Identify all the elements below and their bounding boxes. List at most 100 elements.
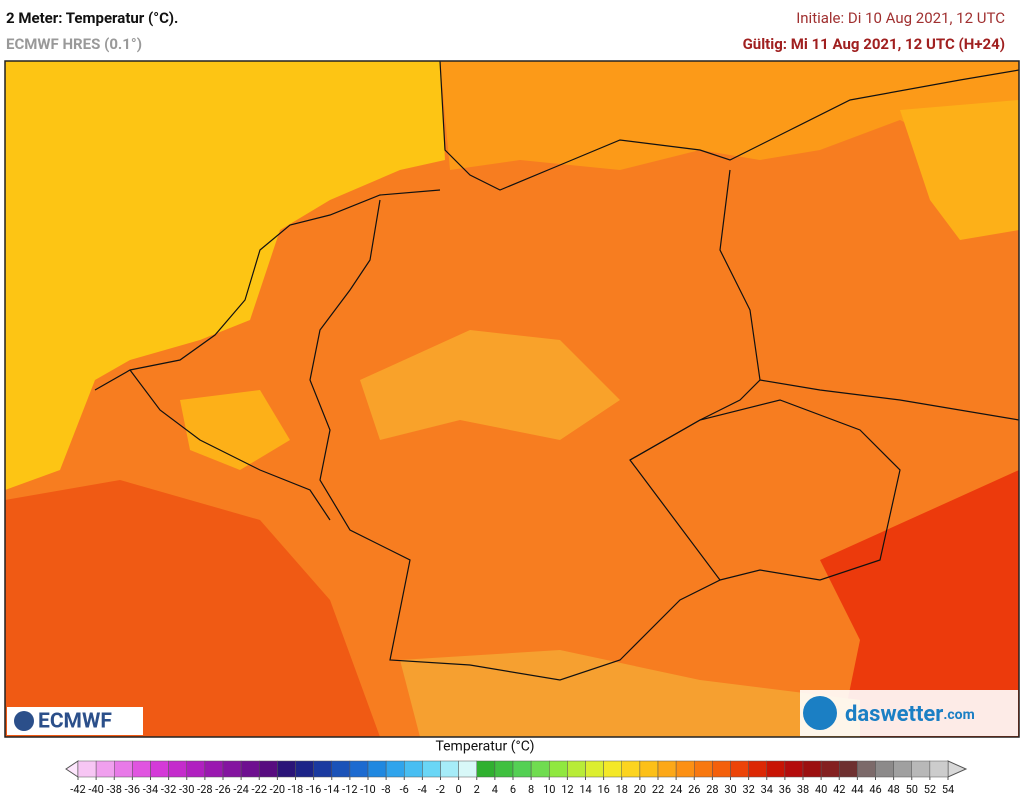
legend-swatch bbox=[259, 760, 278, 778]
legend-tick-label: 46 bbox=[869, 783, 881, 796]
ecmwf-logo: ECMWF bbox=[7, 707, 143, 735]
legend-tick-label: -10 bbox=[360, 783, 375, 796]
legend-swatch bbox=[476, 760, 496, 778]
legend-swatch bbox=[784, 760, 804, 778]
init-time: Initiale: Di 10 Aug 2021, 12 UTC bbox=[796, 9, 1005, 27]
colorbar: -42 -40 -38 -36 -34 -32 -30 -28 -26 -24 -22 -20 -18-… bbox=[65, 760, 968, 796]
legend-swatch bbox=[657, 760, 677, 778]
logo-text: daswetter.com bbox=[845, 702, 975, 727]
legend-tick-label: 32 bbox=[742, 783, 754, 796]
legend-swatch bbox=[313, 760, 332, 778]
legend-swatch bbox=[585, 760, 604, 778]
borders bbox=[94, 60, 1020, 681]
legend-tick-label: 8 bbox=[528, 783, 534, 796]
legend-tick-label: -8 bbox=[382, 783, 391, 796]
legend-swatch bbox=[512, 760, 532, 778]
legend-tick-label: 40 bbox=[815, 783, 827, 796]
legend-tick-label: -16 bbox=[306, 783, 321, 796]
legend-swatch bbox=[712, 760, 731, 778]
north-warm bbox=[440, 61, 1019, 170]
legend-swatch bbox=[404, 760, 423, 778]
logo-name: daswetter bbox=[845, 702, 943, 727]
legend-tick-label: 52 bbox=[924, 783, 936, 796]
legend-tick-label: 34 bbox=[761, 783, 773, 796]
uplands bbox=[360, 330, 620, 440]
legend-tick-label: 20 bbox=[634, 783, 646, 796]
legend-tick-label: -28 bbox=[197, 783, 212, 796]
legend-tick-label: 2 bbox=[474, 783, 480, 796]
legend-swatch bbox=[222, 760, 242, 778]
map-frame bbox=[4, 60, 1020, 738]
logo-suffix: .com bbox=[943, 707, 974, 723]
valid-time: Gültig: Mi 11 Aug 2021, 12 UTC (H+24) bbox=[742, 35, 1005, 53]
legend-tick-label: -12 bbox=[342, 783, 357, 796]
legend-swatch bbox=[367, 760, 387, 778]
legend-arrow-low bbox=[65, 760, 79, 778]
legend-swatch bbox=[458, 760, 477, 778]
legend-tick-label: 18 bbox=[616, 783, 628, 796]
east-south bbox=[820, 470, 1019, 737]
legend-tick-label: 28 bbox=[706, 783, 718, 796]
legend-swatch bbox=[530, 760, 550, 778]
legend-tick-label: -32 bbox=[161, 783, 176, 796]
legend-tick-label: 48 bbox=[887, 783, 899, 796]
map bbox=[4, 60, 1020, 738]
model-name: ECMWF HRES (0.1°) bbox=[6, 35, 142, 53]
legend-swatch bbox=[204, 760, 224, 778]
legend-swatch bbox=[911, 760, 931, 778]
legend-tick-label: -34 bbox=[143, 783, 158, 796]
legend-swatch bbox=[494, 760, 514, 778]
legend-swatch bbox=[349, 760, 369, 778]
legend-arrow-high bbox=[947, 760, 968, 778]
legend-tick-label: 42 bbox=[833, 783, 845, 796]
legend-swatch bbox=[114, 760, 133, 778]
legend-tick-label: -14 bbox=[324, 783, 339, 796]
legend-swatch bbox=[766, 760, 786, 778]
legend-swatch bbox=[857, 760, 876, 778]
legend-tick-label: -2 bbox=[436, 783, 445, 796]
legend-tick-label: 24 bbox=[670, 783, 682, 796]
logo-icon bbox=[803, 696, 837, 730]
legend-swatch bbox=[621, 760, 641, 778]
legend-tick-label: -40 bbox=[88, 783, 103, 796]
legend-swatch bbox=[440, 760, 459, 778]
legend-tick-label: 38 bbox=[797, 783, 809, 796]
legend-tick-label: 50 bbox=[906, 783, 918, 796]
legend-tick-label: 12 bbox=[561, 783, 573, 796]
belgium-yellow bbox=[180, 390, 290, 470]
legend-title: Temperatur (°C) bbox=[435, 739, 534, 755]
legend-swatch bbox=[639, 760, 659, 778]
legend-tick-label: 54 bbox=[942, 783, 954, 796]
alps bbox=[400, 650, 860, 737]
baltic-yellow bbox=[900, 100, 1019, 240]
legend-tick-label: 16 bbox=[597, 783, 609, 796]
legend-tick-label: 36 bbox=[779, 783, 791, 796]
legend-tick-label: -4 bbox=[418, 783, 427, 796]
legend-swatch bbox=[839, 760, 858, 778]
map-title: 2 Meter: Temperatur (°C). bbox=[6, 9, 179, 27]
legend-swatch bbox=[694, 760, 713, 778]
legend-tick-label: -24 bbox=[233, 783, 248, 796]
legend-swatch bbox=[893, 760, 912, 778]
sea-area bbox=[5, 61, 445, 490]
legend-tick-label: 6 bbox=[510, 783, 516, 796]
legend-swatch bbox=[240, 760, 260, 778]
legend-tick-label: -26 bbox=[215, 783, 230, 796]
france-south bbox=[5, 480, 380, 737]
legend-swatch bbox=[675, 760, 695, 778]
legend-tick-label: 22 bbox=[652, 783, 664, 796]
legend-tick-label: -22 bbox=[252, 783, 267, 796]
legend-swatch bbox=[802, 760, 822, 778]
legend-swatch bbox=[875, 760, 894, 778]
legend-swatch bbox=[549, 760, 568, 778]
legend-swatch bbox=[77, 760, 97, 778]
legend-tick-label: -30 bbox=[179, 783, 194, 796]
legend-swatch bbox=[295, 760, 314, 778]
legend-tick-label: 14 bbox=[579, 783, 591, 796]
legend-swatch bbox=[385, 760, 405, 778]
legend-swatch bbox=[132, 760, 151, 778]
legend-swatch bbox=[422, 760, 441, 778]
legend-swatch bbox=[277, 760, 296, 778]
